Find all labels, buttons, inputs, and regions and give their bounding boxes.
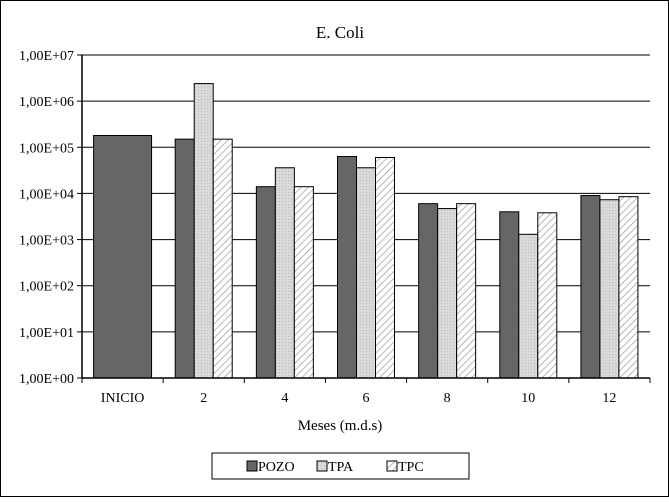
legend-swatch-tpa <box>316 460 328 472</box>
bar-tpa <box>274 167 295 379</box>
bar-tpa <box>193 83 214 379</box>
y-tick-label: 1,00E+06 <box>19 95 74 110</box>
bar-pozo <box>93 135 153 379</box>
x-tick-label: 2 <box>200 391 207 406</box>
y-tick-label: 1,00E+04 <box>19 187 74 202</box>
legend-swatch-tpc <box>386 460 398 472</box>
bar-tpa <box>437 208 458 379</box>
y-axis-ticks: 1,00E+00 1,00E+01 1,00E+02 1,00E+03 1,00E+04… <box>19 49 74 387</box>
x-tick-label: 6 <box>363 391 370 406</box>
x-tick-label: 10 <box>521 391 535 406</box>
x-tick-label: INICIO <box>101 391 145 406</box>
bar-pozo <box>580 195 601 379</box>
bar-tpa <box>518 233 539 379</box>
y-tick-label: 1,00E+05 <box>19 141 74 156</box>
bars <box>93 83 639 379</box>
bar-pozo <box>174 138 195 379</box>
bar-tpc <box>618 196 639 379</box>
legend: POZO TPA TPC <box>211 452 470 480</box>
bar-tpc <box>456 203 477 379</box>
legend-swatch-pozo <box>246 460 258 472</box>
bar-pozo <box>255 186 276 379</box>
bar-tpc <box>293 186 314 379</box>
x-tick-label: 4 <box>281 391 288 406</box>
y-tick-label: 1,00E+01 <box>19 326 74 341</box>
bar-tpa <box>599 199 620 379</box>
y-tick-label: 1,00E+03 <box>19 234 74 249</box>
y-tick-label: 1,00E+07 <box>19 49 74 64</box>
bar-pozo <box>418 203 439 379</box>
legend-label-pozo: POZO <box>258 460 295 475</box>
x-tick-label: 12 <box>602 391 616 406</box>
legend-label-tpa: TPA <box>328 460 354 475</box>
y-tick-label: 1,00E+02 <box>19 280 74 295</box>
bar-tpc <box>212 138 233 379</box>
x-axis-ticks: INICIO 2 4 6 8 10 12 <box>81 378 651 406</box>
chart-title: E. Coli <box>316 23 364 42</box>
bar-tpc <box>375 157 395 379</box>
y-tick-label: 1,00E+00 <box>19 372 74 387</box>
x-axis-label: Meses (m.d.s) <box>298 418 383 434</box>
bar-tpa <box>356 167 376 379</box>
x-tick-label: 8 <box>444 391 451 406</box>
legend-label-tpc: TPC <box>398 460 424 475</box>
bar-tpc <box>537 212 558 379</box>
bar-pozo <box>499 211 520 379</box>
bar-pozo <box>337 156 357 379</box>
